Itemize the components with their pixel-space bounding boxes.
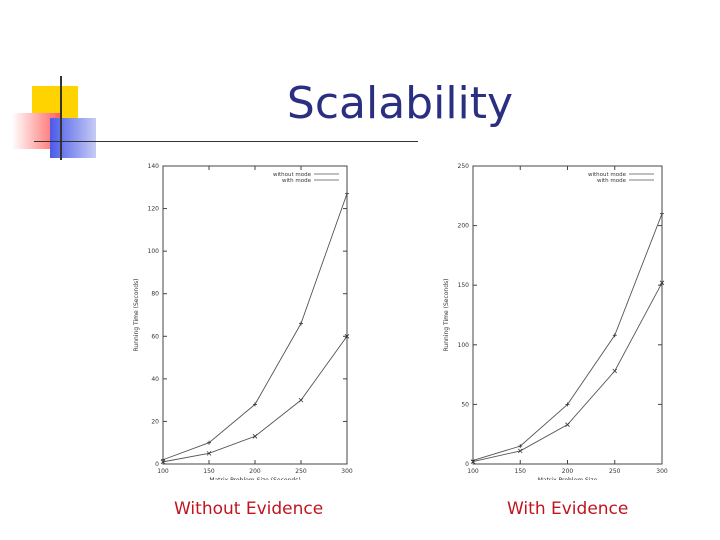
legend-label: with mode — [597, 178, 627, 184]
y-tick-label: 40 — [151, 376, 159, 383]
deco-blue-square — [50, 118, 96, 158]
data-point — [299, 321, 303, 326]
caption-without-evidence: Without Evidence — [174, 499, 324, 519]
x-tick-label: 150 — [203, 468, 215, 475]
x-tick-label: 100 — [467, 468, 479, 475]
slide-title: Scalability — [286, 78, 514, 129]
y-tick-label: 100 — [148, 248, 160, 255]
x-tick-label: 200 — [562, 468, 574, 475]
x-axis-label: Matrix Problem Size — [538, 477, 598, 480]
legend-label: without mode — [273, 172, 312, 178]
y-tick-label: 250 — [458, 163, 470, 170]
data-point — [253, 402, 257, 407]
y-tick-label: 100 — [458, 342, 470, 349]
y-axis-label: Running Time (Seconds) — [133, 279, 140, 352]
x-axis-label: Matrix Problem Size (Seconds) — [209, 477, 300, 480]
caption-with-evidence: With Evidence — [507, 499, 629, 519]
data-point — [612, 333, 617, 338]
y-tick-label: 0 — [155, 461, 159, 468]
y-tick-label: 80 — [151, 291, 159, 298]
data-point — [252, 434, 258, 439]
data-point — [565, 422, 570, 427]
x-tick-label: 250 — [609, 468, 621, 475]
x-tick-label: 300 — [341, 468, 353, 475]
x-tick-label: 200 — [249, 468, 261, 475]
y-axis-label: Running Time (Seconds) — [443, 279, 450, 352]
x-tick-label: 100 — [157, 468, 169, 475]
chart-with-evidence: 0 50 100 150 200 250 100 150 200 250 300 Matrix Pro… — [443, 163, 668, 480]
series-line-without-mode — [472, 213, 663, 461]
data-point — [518, 444, 523, 449]
data-point — [660, 211, 664, 216]
data-point — [659, 280, 665, 286]
data-point — [161, 457, 165, 462]
legend-label: without mode — [588, 172, 627, 178]
data-point — [345, 191, 349, 196]
deco-vertical-line — [60, 76, 62, 160]
plot-frame — [472, 165, 663, 465]
y-tick-label: 60 — [151, 333, 159, 340]
y-tick-label: 200 — [458, 223, 470, 230]
y-tick-label: 150 — [458, 282, 470, 289]
data-point — [298, 397, 304, 403]
series-line-with-mode — [472, 282, 663, 463]
x-tick-label: 150 — [515, 468, 527, 475]
y-tick-label: 120 — [148, 206, 160, 213]
y-tick-label: 0 — [465, 461, 469, 468]
x-tick-label: 250 — [295, 468, 307, 475]
chart-without-evidence: 0 20 40 60 80 100 120 140 100 150 200 250 300 Matrix … — [133, 163, 353, 480]
data-point — [565, 402, 570, 407]
series-line-without-mode — [162, 193, 348, 461]
y-tick-label: 140 — [148, 163, 160, 170]
plot-frame — [162, 165, 348, 465]
x-tick-label: 300 — [656, 468, 668, 475]
y-tick-label: 20 — [151, 418, 159, 425]
deco-horizontal-line — [34, 141, 418, 142]
data-point — [612, 368, 618, 374]
data-point — [207, 440, 211, 445]
data-point — [206, 451, 212, 456]
data-point — [344, 334, 350, 339]
data-point — [470, 459, 476, 464]
data-point — [160, 459, 166, 465]
data-point — [517, 448, 523, 454]
series-line-with-mode — [162, 336, 348, 463]
y-tick-label: 50 — [461, 401, 469, 408]
legend-label: with mode — [282, 178, 312, 184]
